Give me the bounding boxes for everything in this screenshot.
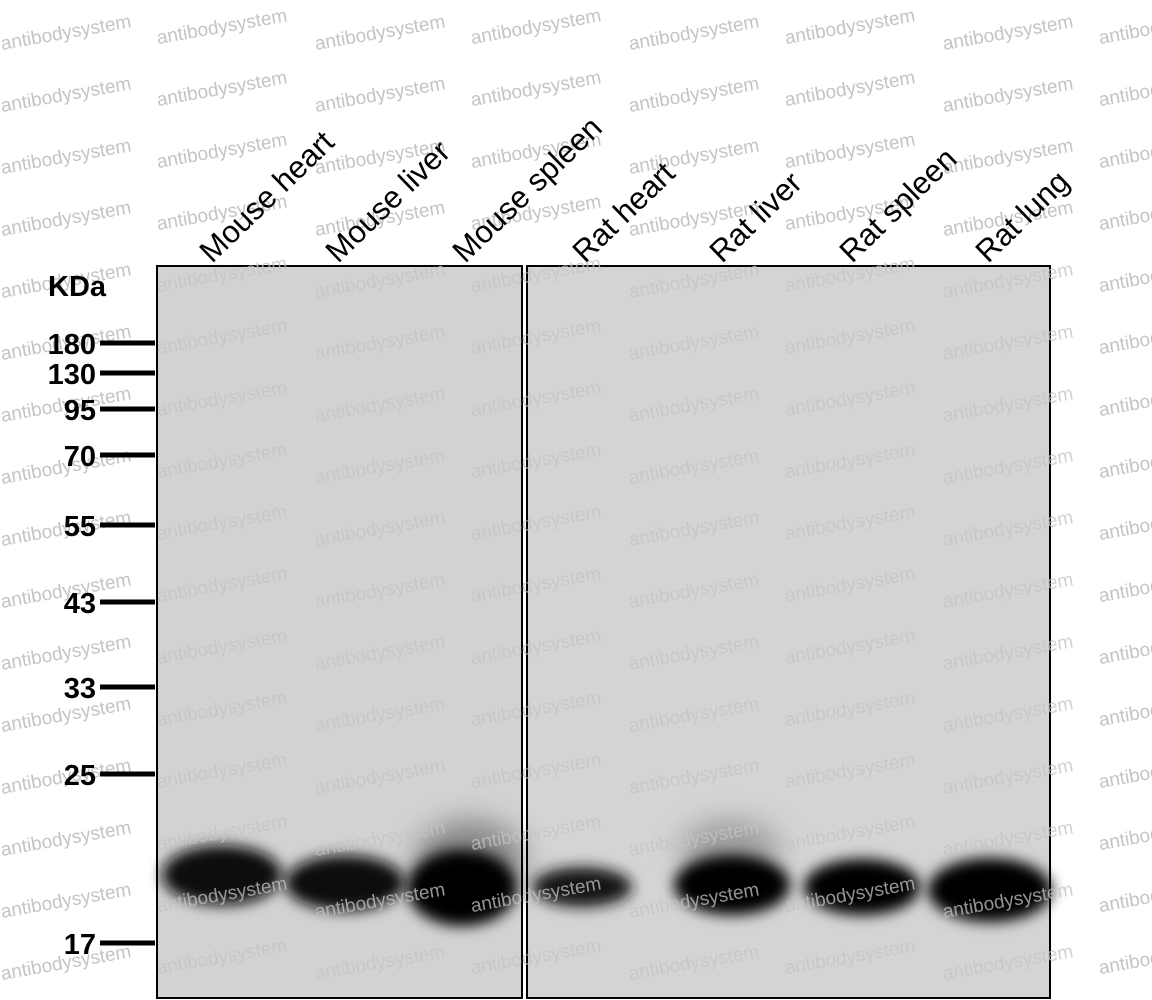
watermark: antibodysystem: [0, 197, 133, 241]
watermark: antibodysystem: [1097, 67, 1152, 111]
marker-label: 95: [64, 395, 96, 427]
watermark: antibodysystem: [1097, 811, 1152, 855]
band: [162, 845, 282, 905]
watermark: antibodysystem: [0, 11, 133, 55]
marker-label: 55: [64, 511, 96, 543]
marker-label: 180: [48, 329, 96, 361]
watermark: antibodysystem: [0, 817, 133, 861]
band: [407, 850, 517, 926]
watermark: antibodysystem: [1097, 315, 1152, 359]
watermark: antibodysystem: [469, 67, 603, 111]
frame-right: [526, 265, 1051, 999]
watermark: antibodysystem: [155, 129, 289, 173]
watermark: antibodysystem: [783, 67, 917, 111]
marker-label: 70: [64, 441, 96, 473]
watermark: antibodysystem: [627, 73, 761, 117]
watermark: antibodysystem: [0, 135, 133, 179]
marker-label: 130: [48, 359, 96, 391]
watermark: antibodysystem: [783, 5, 917, 49]
watermark: antibodysystem: [627, 11, 761, 55]
watermark: antibodysystem: [1097, 129, 1152, 173]
marker-label: 33: [64, 673, 96, 705]
watermark: antibodysystem: [1097, 253, 1152, 297]
watermark: antibodysystem: [313, 11, 447, 55]
watermark: antibodysystem: [0, 879, 133, 923]
band: [285, 855, 405, 911]
watermark: antibodysystem: [155, 67, 289, 111]
watermark: antibodysystem: [1097, 377, 1152, 421]
watermark: antibodysystem: [0, 631, 133, 675]
watermark: antibodysystem: [941, 11, 1075, 55]
watermark: antibodysystem: [155, 5, 289, 49]
frame-left: [156, 265, 523, 999]
watermark: antibodysystem: [313, 73, 447, 117]
watermark: antibodysystem: [469, 5, 603, 49]
watermark: antibodysystem: [1097, 191, 1152, 235]
unit-label: KDa: [48, 271, 107, 303]
watermark: antibodysystem: [1097, 687, 1152, 731]
bands: [162, 820, 1052, 926]
watermark: antibodysystem: [1097, 563, 1152, 607]
watermark: antibodysystem: [1097, 501, 1152, 545]
watermark: antibodysystem: [1097, 5, 1152, 49]
band: [532, 867, 632, 907]
watermark: antibodysystem: [1097, 873, 1152, 917]
watermark: antibodysystem: [1097, 625, 1152, 669]
band: [928, 858, 1052, 922]
watermark: antibodysystem: [941, 73, 1075, 117]
watermark: antibodysystem: [1097, 935, 1152, 979]
marker-label: 25: [64, 760, 96, 792]
marker-label: 17: [64, 929, 96, 961]
watermark: antibodysystem: [1097, 439, 1152, 483]
watermark: antibodysystem: [783, 129, 917, 173]
watermark: antibodysystem: [1097, 749, 1152, 793]
band: [804, 859, 920, 915]
band: [674, 855, 790, 915]
marker-label: 43: [64, 588, 96, 620]
watermark: antibodysystem: [0, 73, 133, 117]
